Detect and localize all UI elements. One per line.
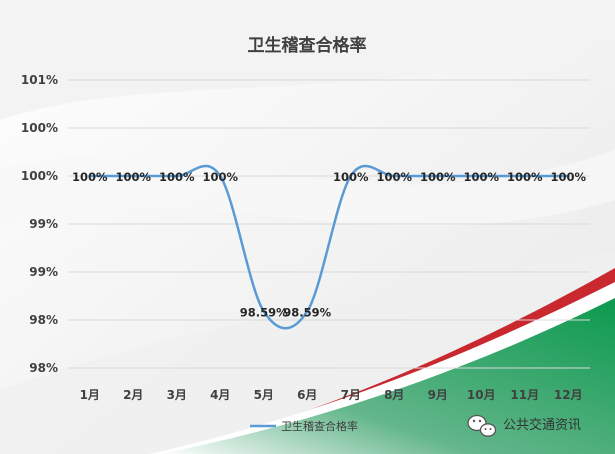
y-tick-label: 99% [29, 217, 58, 231]
legend-label: 卫生稽查合格率 [281, 419, 358, 433]
data-label: 98.59% [240, 305, 288, 319]
x-tick-label: 10月 [467, 388, 496, 402]
x-tick-label: 11月 [510, 388, 539, 402]
data-label: 100% [550, 170, 586, 184]
y-tick-label: 100% [21, 121, 58, 135]
chart-title: 卫生稽查合格率 [248, 35, 367, 56]
data-label: 100% [420, 170, 456, 184]
x-tick-label: 7月 [341, 388, 361, 402]
wechat-icon [467, 414, 497, 437]
x-tick-label: 12月 [554, 388, 583, 402]
x-tick-label: 4月 [210, 388, 230, 402]
x-tick-label: 3月 [167, 388, 187, 402]
data-label: 100% [202, 170, 238, 184]
data-label: 100% [115, 170, 151, 184]
y-tick-label: 100% [21, 169, 58, 183]
data-label: 100% [72, 170, 108, 184]
y-axis-ticks: 98% 98% 99% 99% 100% 100% 101% [21, 73, 58, 375]
data-label: 100% [376, 170, 412, 184]
y-tick-label: 99% [29, 265, 58, 279]
gridlines [68, 79, 590, 369]
data-label: 100% [333, 170, 369, 184]
series-line [88, 164, 570, 330]
x-tick-label: 1月 [80, 388, 100, 402]
x-tick-label: 5月 [254, 388, 274, 402]
x-axis-ticks: 1月 2月 3月 4月 5月 6月 7月 8月 9月 10月 11月 12月 [80, 388, 583, 402]
data-labels: 100% 100% 100% 100% 98.59%98.59% 100% 100% 100%… [72, 170, 587, 319]
data-label: 98.59% [283, 305, 331, 319]
x-tick-label: 2月 [123, 388, 143, 402]
y-tick-label: 101% [21, 73, 58, 87]
x-tick-label: 6月 [297, 388, 317, 402]
y-tick-label: 98% [29, 361, 58, 375]
y-tick-label: 98% [29, 313, 58, 327]
x-tick-label: 8月 [384, 388, 404, 402]
data-label: 100% [507, 170, 543, 184]
data-label: 100% [463, 170, 499, 184]
legend: 卫生稽查合格率 [250, 419, 358, 433]
watermark: 公共交通资讯 [467, 414, 581, 437]
data-label: 100% [159, 170, 195, 184]
x-tick-label: 9月 [428, 388, 448, 402]
watermark-text: 公共交通资讯 [503, 417, 581, 433]
